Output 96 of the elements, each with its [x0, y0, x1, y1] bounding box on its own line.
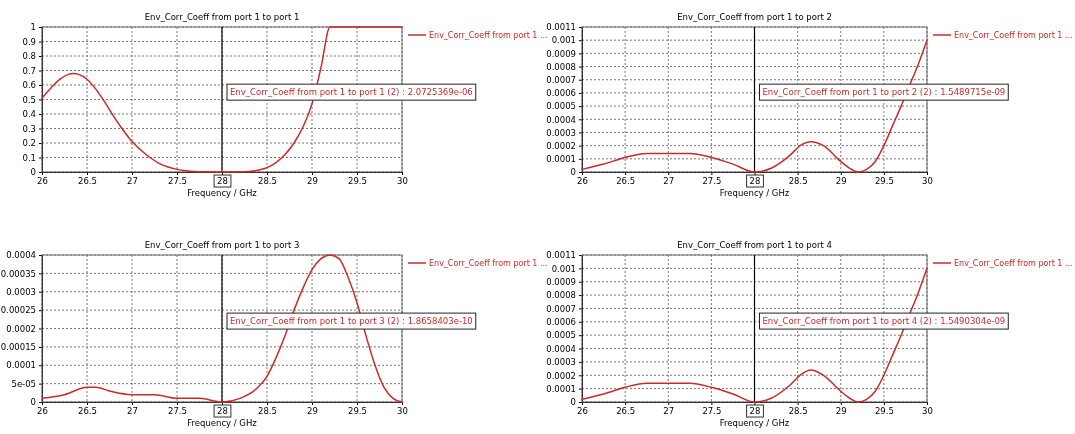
- y-tick-label: 0.00025: [0, 305, 36, 316]
- y-tick-label: 0.0002: [6, 323, 36, 334]
- y-tick-label: 0.1: [22, 152, 36, 163]
- x-tick-label: 26: [37, 176, 48, 187]
- y-tick-label: 0.9: [22, 36, 36, 47]
- y-tick-label: 0.6: [22, 80, 36, 91]
- x-tick-label: 28: [217, 406, 228, 417]
- y-tick-label: 0.0002: [546, 140, 576, 151]
- legend-label: Env_Corr_Coeff from port 1 ...: [954, 259, 1073, 268]
- x-tick-label: 28.5: [788, 176, 808, 187]
- x-tick-label: 29.5: [348, 176, 367, 187]
- y-tick-label: 0.0007: [546, 74, 576, 85]
- x-tick-label: 29: [835, 176, 847, 187]
- y-tick-label: 0.0008: [546, 290, 576, 301]
- x-axis-title: Frequency / GHz: [719, 418, 790, 428]
- x-tick-label: 29.5: [874, 406, 894, 417]
- x-tick-label: 27: [663, 176, 675, 187]
- y-tick-label: 0.0004: [546, 114, 576, 125]
- y-tick-label: 0.0003: [546, 127, 576, 138]
- y-tick-label: 0.8: [22, 51, 36, 62]
- annotation: Env_Corr_Coeff from port 1 to port 3 (2) : 1.8658403e-10: [230, 316, 473, 327]
- y-tick-label: 0: [30, 397, 36, 408]
- annotation: Env_Corr_Coeff from port 1 to port 4 (2) : 1.5490304e-09: [762, 316, 1006, 327]
- y-tick-label: 0.0001: [546, 383, 576, 394]
- y-tick-label: 0.4: [22, 109, 36, 120]
- x-tick-label: 28.5: [258, 406, 277, 417]
- y-tick-label: 5e-05: [11, 378, 36, 389]
- y-tick-label: 0.0005: [546, 330, 576, 341]
- annotation: Env_Corr_Coeff from port 1 to port 2 (2) : 1.5489715e-09: [762, 87, 1006, 98]
- y-tick-label: 0.0001: [546, 154, 576, 165]
- y-tick-label: 0.00015: [0, 342, 36, 353]
- y-tick-label: 0.0006: [546, 88, 576, 99]
- y-tick-label: 0: [570, 397, 576, 408]
- x-tick-label: 29.5: [348, 406, 367, 417]
- legend-label: Env_Corr_Coeff from port 1 ...: [429, 31, 548, 40]
- x-tick-label: 29: [307, 176, 318, 187]
- y-tick-label: 0.0007: [546, 303, 576, 314]
- y-tick-label: 0.0003: [546, 357, 576, 368]
- x-tick-label: 30: [397, 406, 408, 417]
- x-tick-label: 26.5: [616, 406, 636, 417]
- y-tick-label: 1: [30, 22, 36, 33]
- y-tick-label: 0.00035: [0, 268, 36, 279]
- y-tick-label: 0.2: [22, 138, 36, 149]
- x-tick-label: 30: [397, 176, 408, 187]
- x-tick-label: 27.5: [702, 176, 722, 187]
- x-tick-label: 27: [127, 406, 138, 417]
- x-tick-label: 28: [749, 176, 761, 187]
- x-tick-label: 27: [127, 176, 138, 187]
- x-tick-label: 26.5: [616, 176, 636, 187]
- y-tick-label: 0.0006: [546, 317, 576, 328]
- y-tick-label: 0.001: [551, 263, 576, 274]
- x-tick-label: 27.5: [702, 406, 722, 417]
- x-tick-label: 26: [37, 406, 48, 417]
- chart-title: Env_Corr_Coeff from port 1 to port 1: [144, 12, 300, 22]
- x-tick-label: 29.5: [874, 176, 894, 187]
- chart-title: Env_Corr_Coeff from port 1 to port 4: [677, 240, 832, 250]
- x-axis-title: Frequency / GHz: [719, 188, 790, 198]
- x-tick-label: 28: [749, 406, 761, 417]
- y-tick-label: 0.5: [22, 94, 36, 105]
- y-tick-label: 0.0011: [546, 250, 576, 261]
- x-axis-title: Frequency / GHz: [187, 188, 258, 198]
- x-tick-label: 26.5: [78, 406, 97, 417]
- y-tick-label: 0.7: [22, 65, 36, 76]
- y-tick-label: 0.0001: [6, 360, 36, 371]
- y-tick-label: 0.0009: [546, 48, 576, 59]
- y-tick-label: 0.001: [551, 35, 576, 46]
- legend-label: Env_Corr_Coeff from port 1 ...: [954, 31, 1073, 40]
- y-tick-label: 0.0011: [546, 22, 576, 33]
- x-tick-label: 29: [835, 406, 847, 417]
- y-tick-label: 0.0004: [6, 250, 36, 261]
- y-tick-label: 0.0008: [546, 61, 576, 72]
- y-tick-label: 0.0004: [546, 343, 576, 354]
- x-axis-title: Frequency / GHz: [187, 418, 258, 428]
- x-tick-label: 30: [922, 176, 933, 187]
- x-tick-label: 26.5: [78, 176, 97, 187]
- legend-label: Env_Corr_Coeff from port 1 ...: [429, 259, 548, 268]
- x-tick-label: 27: [663, 406, 675, 417]
- y-tick-label: 0: [570, 167, 576, 178]
- y-tick-label: 0.0009: [546, 276, 576, 287]
- x-tick-label: 29: [307, 406, 318, 417]
- y-tick-label: 0.3: [22, 123, 36, 134]
- x-tick-label: 27.5: [168, 406, 187, 417]
- x-tick-label: 26: [577, 406, 588, 417]
- y-tick-label: 0.0003: [6, 286, 36, 297]
- x-tick-label: 27.5: [168, 176, 187, 187]
- chart-title: Env_Corr_Coeff from port 1 to port 3: [144, 240, 300, 250]
- y-tick-label: 0.0002: [546, 370, 576, 381]
- y-tick-label: 0: [30, 167, 36, 178]
- x-tick-label: 28: [217, 176, 228, 187]
- annotation: Env_Corr_Coeff from port 1 to port 1 (2) : 2.0725369e-06: [230, 87, 473, 98]
- x-tick-label: 26: [577, 176, 588, 187]
- x-tick-label: 30: [922, 406, 933, 417]
- chart-title: Env_Corr_Coeff from port 1 to port 2: [677, 12, 832, 22]
- x-tick-label: 28.5: [788, 406, 808, 417]
- x-tick-label: 28.5: [258, 176, 277, 187]
- y-tick-label: 0.0005: [546, 101, 576, 112]
